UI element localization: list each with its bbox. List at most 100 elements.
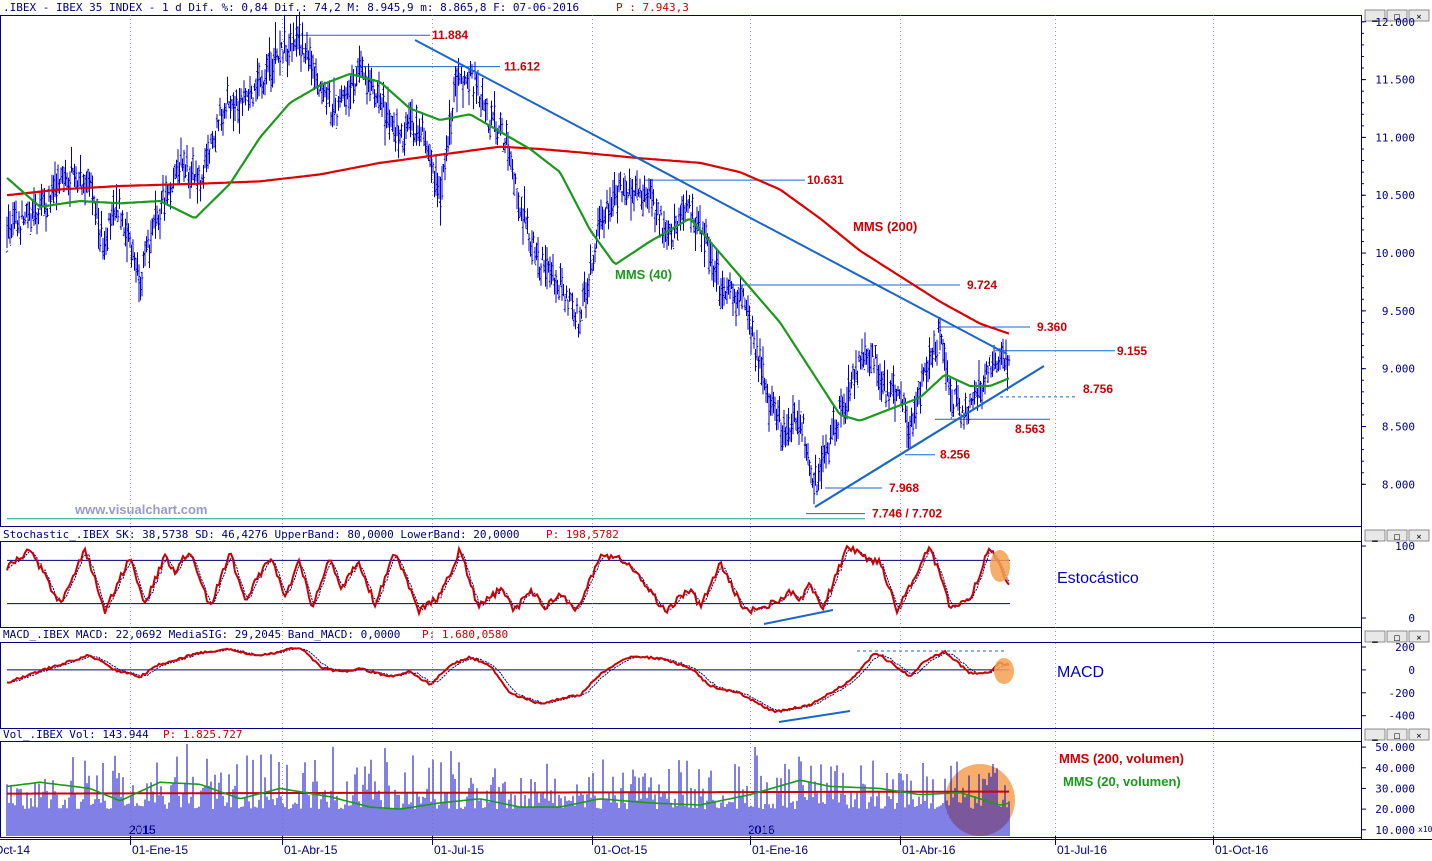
panel-min-icon: ▁ xyxy=(1371,13,1378,23)
x-tick-label: 01-Ene-15 xyxy=(132,843,188,857)
panel-min-button xyxy=(1364,630,1386,643)
level-label: 8.756 xyxy=(1083,382,1113,396)
x-axis: Oct-14 01-Ene-15 01-Abr-15 01-Jul-15 01-Oct-… xyxy=(0,15,1432,857)
x-tick-label: 01-Ene-16 xyxy=(752,843,808,857)
stochastic-axis-tick-label: 0 xyxy=(1408,612,1415,625)
volume-axis-tick-label: 20.000 xyxy=(1375,803,1415,816)
macd-signal-line xyxy=(6,647,1010,712)
panel-frames xyxy=(0,15,1362,838)
panel-max-icon: □ xyxy=(1394,732,1400,742)
price-axis-tick-label: 9.000 xyxy=(1382,363,1415,376)
panel-min-icon: ▁ xyxy=(1371,634,1378,644)
price-axis-tick-label: 11.500 xyxy=(1375,74,1415,87)
panel-max-button xyxy=(1386,529,1408,542)
volume-header-extra: P: 1.825.727 xyxy=(163,728,242,741)
stochastic-divergence-line xyxy=(763,609,834,625)
panel-max-button xyxy=(1386,728,1408,741)
level-label: 10.631 xyxy=(807,173,844,187)
macd-label: MACD xyxy=(1057,664,1104,681)
volume-ma20-legend: MMS (20, volumen) xyxy=(1063,774,1181,789)
macd-axis-tick-label: -200 xyxy=(1389,687,1416,700)
price-panel-frame xyxy=(0,15,1362,527)
volume-axis-tick-label: 10.000 xyxy=(1375,824,1415,837)
macd-axis-tick-label: 0 xyxy=(1408,664,1415,677)
stochastic-header: Stochastic_.IBEX SK: 38,5738 SD: 46,4276… xyxy=(3,528,520,541)
volume-unit: x10 xyxy=(1418,825,1432,834)
stochastic-header-extra: P: 198,5782 xyxy=(546,528,619,541)
x-tick-label: 01-Jul-15 xyxy=(434,843,484,857)
x-tick-label: 01-Abr-16 xyxy=(902,843,956,857)
macd-header: MACD_.IBEX MACD: 22,0692 MediaSIG: 29,20… xyxy=(3,628,400,641)
price-header-text: .IBEX - IBEX 35 INDEX - 1 d Dif. %: 0,84… xyxy=(3,1,579,14)
stochastic-sk-line xyxy=(6,544,1010,617)
volume-axis-tick-label: 30.000 xyxy=(1375,782,1415,795)
volume-axis-tick-label: 50.000 xyxy=(1375,741,1415,754)
panel-close-icon: × xyxy=(1416,533,1421,543)
trendlines xyxy=(414,39,1045,508)
year-label-2016: 2016 xyxy=(748,823,775,837)
macd-panel-frame xyxy=(0,642,1362,729)
macd-highlight xyxy=(994,658,1014,684)
panel-max-icon: □ xyxy=(1394,634,1400,644)
price-levels: 11.884 11.612 10.631 9.724 9.360 9.155 8.756 8.… xyxy=(7,28,1147,521)
stochastic-panel-frame xyxy=(0,541,1362,628)
price-ohlc-bar-series xyxy=(5,11,1011,505)
volume-ma200-legend: MMS (200, volumen) xyxy=(1059,751,1184,766)
uptrend-line xyxy=(814,365,1045,508)
stochastic-highlight xyxy=(990,550,1010,582)
level-label: 8.563 xyxy=(1015,422,1045,436)
panel-max-button xyxy=(1386,9,1408,22)
panel-max-icon: □ xyxy=(1394,13,1400,23)
price-axis-tick-label: 12.000 xyxy=(1375,16,1415,29)
volume-ma200-line xyxy=(7,790,1009,795)
price-bars xyxy=(5,11,1011,505)
level-label: 9.155 xyxy=(1117,344,1147,358)
panel-buttons: ▁ □ × ▁ □ × ▁ □ × ▁ □ × xyxy=(1364,9,1430,742)
mms200-annotation: MMS (200) xyxy=(853,219,917,234)
price-axis-tick-label: 9.500 xyxy=(1382,305,1415,318)
macd-divergence-line xyxy=(778,710,851,723)
macd-header-extra: P: 1.680,0580 xyxy=(422,628,508,641)
panel-close-button xyxy=(1408,529,1430,542)
panel-min-button xyxy=(1364,728,1386,741)
panel-close-icon: × xyxy=(1416,13,1421,23)
volume-axis-tick-label: 40.000 xyxy=(1375,762,1415,775)
x-tick-label: 01-Abr-15 xyxy=(284,843,338,857)
watermark: www.visualchart.com xyxy=(74,502,207,517)
mms40-annotation: MMS (40) xyxy=(615,267,672,282)
panel-close-icon: × xyxy=(1416,634,1421,644)
level-label: 8.256 xyxy=(940,448,970,462)
panel-max-button xyxy=(1386,630,1408,643)
level-label: 11.884 xyxy=(432,28,468,42)
level-label: 7.968 xyxy=(889,481,919,495)
price-axis-tick-label: 11.000 xyxy=(1375,131,1415,144)
stochastic-label: Estocástico xyxy=(1057,570,1139,587)
volume-bars xyxy=(6,744,1010,836)
panel-close-button xyxy=(1408,9,1430,22)
level-label: 9.360 xyxy=(1037,320,1067,334)
mms200-line xyxy=(6,145,1010,335)
price-axis-tick-label: 8.500 xyxy=(1382,420,1415,433)
panel-max-icon: □ xyxy=(1394,533,1400,543)
macd-axis-tick-label: 200 xyxy=(1395,641,1415,654)
price-axis-tick-label: 8.000 xyxy=(1382,478,1415,491)
panel-min-button xyxy=(1364,529,1386,542)
panel-close-button xyxy=(1408,728,1430,741)
level-label: 11.612 xyxy=(504,60,540,74)
x-tick-label: 01-Jul-16 xyxy=(1057,843,1107,857)
x-tick-label: Oct-14 xyxy=(0,843,30,857)
macd-axis-tick-label: -400 xyxy=(1389,710,1416,723)
macd-line xyxy=(6,646,1010,714)
price-axis-tick-label: 10.500 xyxy=(1375,189,1415,202)
price-axis: 12.000 11.500 11.000 10.500 10.000 9.500 9.000… xyxy=(1361,16,1415,491)
panel-close-button xyxy=(1408,630,1430,643)
downtrend-line xyxy=(414,39,1008,355)
header-bar xyxy=(0,0,1432,15)
volume-ma20-line xyxy=(6,779,1010,810)
price-header-extra: P : 7.943,3 xyxy=(616,1,689,14)
volume-header: Vol_.IBEX Vol: 143.944 xyxy=(3,728,149,741)
x-tick-label: 01-Oct-15 xyxy=(594,843,648,857)
x-tick-label: 01-Oct-16 xyxy=(1215,843,1269,857)
